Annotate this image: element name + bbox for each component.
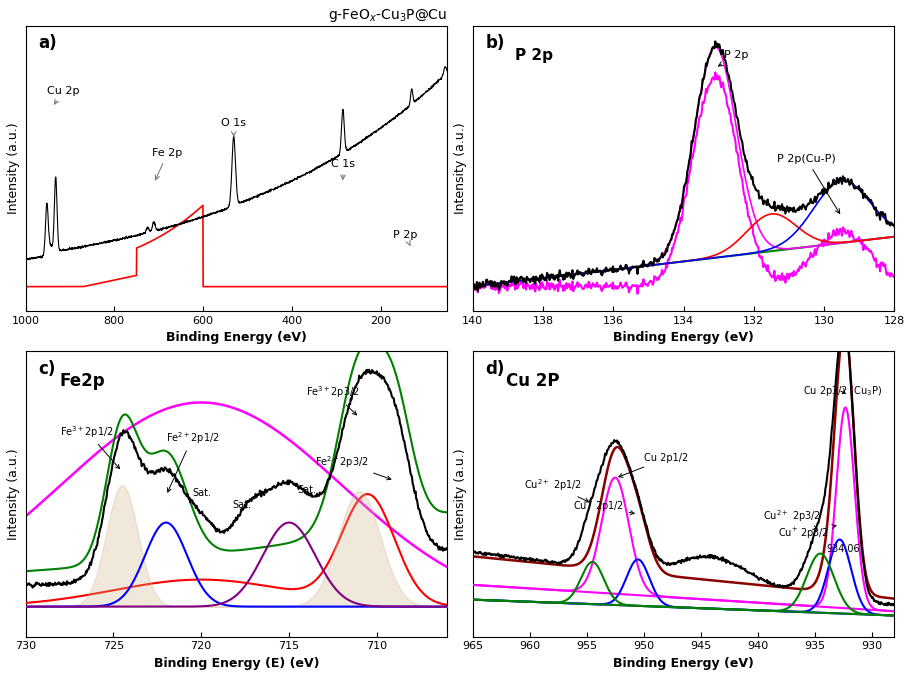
Text: Fe$^{3+}$2p1/2: Fe$^{3+}$2p1/2	[60, 424, 119, 468]
Y-axis label: Intensity (a.u.): Intensity (a.u.)	[7, 448, 20, 540]
Text: P 2p: P 2p	[718, 50, 748, 66]
Text: C 1s: C 1s	[331, 159, 354, 179]
Text: Sat.: Sat.	[298, 485, 316, 494]
Text: c): c)	[38, 360, 56, 378]
Text: Cu$^{2+}$ 2p3/2: Cu$^{2+}$ 2p3/2	[762, 508, 820, 529]
X-axis label: Binding Energy (eV): Binding Energy (eV)	[612, 657, 753, 670]
Text: Cu 2p1/2: Cu 2p1/2	[619, 454, 688, 477]
Y-axis label: Intensity (a.u.): Intensity (a.u.)	[454, 123, 466, 215]
Text: Fe$^{3+}$2p3/2: Fe$^{3+}$2p3/2	[306, 385, 359, 415]
Text: g-FeO$_x$-Cu$_3$P@Cu: g-FeO$_x$-Cu$_3$P@Cu	[328, 7, 446, 24]
Text: O 1s: O 1s	[221, 118, 246, 136]
Text: P 2p: P 2p	[393, 230, 416, 245]
Y-axis label: Intensity (a.u.): Intensity (a.u.)	[454, 448, 466, 540]
Text: Fe$^{2+}$2p1/2: Fe$^{2+}$2p1/2	[166, 430, 219, 492]
Text: Sat.: Sat.	[192, 487, 211, 498]
Text: Sat.: Sat.	[232, 500, 251, 510]
Text: Fe 2p: Fe 2p	[152, 148, 182, 180]
Text: Fe$^{2+}$2p3/2: Fe$^{2+}$2p3/2	[314, 454, 391, 480]
X-axis label: Binding Energy (eV): Binding Energy (eV)	[166, 332, 306, 345]
Text: P 2p: P 2p	[515, 48, 552, 63]
Text: 934.06: 934.06	[825, 544, 859, 554]
Text: P 2p(Cu-P): P 2p(Cu-P)	[776, 154, 839, 213]
Text: Cu$^{+}$ 2p3/2: Cu$^{+}$ 2p3/2	[777, 525, 835, 542]
Text: Cu 2P: Cu 2P	[506, 372, 559, 390]
Text: Cu$^{2+}$ 2p1/2: Cu$^{2+}$ 2p1/2	[523, 477, 589, 502]
Y-axis label: Intensity (a.u.): Intensity (a.u.)	[7, 123, 20, 215]
Text: a): a)	[38, 35, 56, 52]
Text: Cu 2p3/2 (Cu$_3$P): Cu 2p3/2 (Cu$_3$P)	[803, 384, 882, 397]
Text: Fe2p: Fe2p	[59, 372, 105, 390]
X-axis label: Binding Energy (E) (eV): Binding Energy (E) (eV)	[153, 657, 319, 670]
Text: d): d)	[485, 360, 504, 378]
Text: Cu$^{+}$ 2p1/2: Cu$^{+}$ 2p1/2	[572, 499, 633, 515]
Text: Cu 2p: Cu 2p	[47, 86, 79, 104]
X-axis label: Binding Energy (eV): Binding Energy (eV)	[612, 332, 753, 345]
Text: b): b)	[485, 35, 504, 52]
